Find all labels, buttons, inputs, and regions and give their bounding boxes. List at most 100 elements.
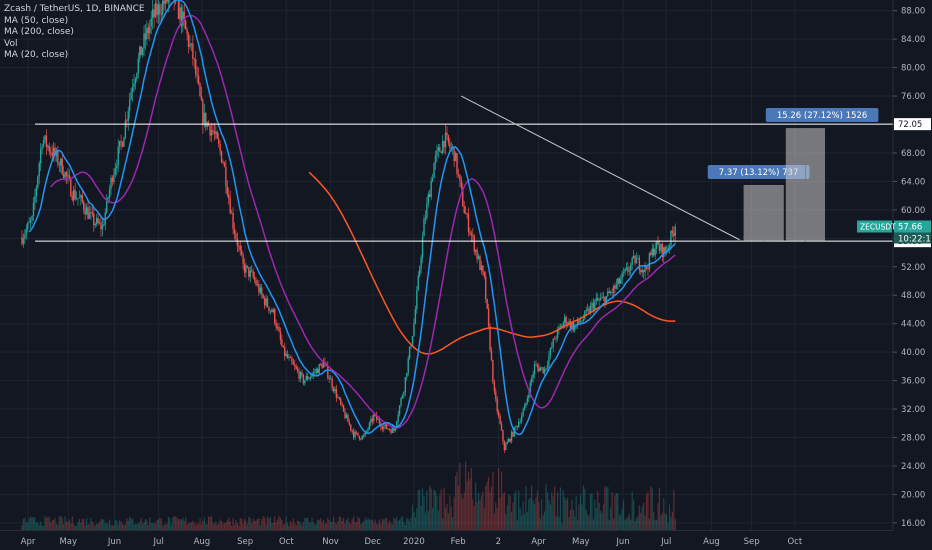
candle-body xyxy=(134,79,137,84)
volume-bar xyxy=(454,475,457,530)
candle-body xyxy=(564,316,566,323)
volume-bar xyxy=(377,523,379,530)
candle-body xyxy=(162,0,164,15)
candle-body xyxy=(487,308,490,326)
volume-bar xyxy=(345,519,348,530)
volume-bar xyxy=(208,516,210,530)
price-scale[interactable] xyxy=(893,0,932,550)
candle-body xyxy=(31,216,33,221)
volume-bar xyxy=(341,521,343,530)
legend-ma50[interactable]: MA (50, close) xyxy=(4,15,69,26)
price-axis[interactable]: 88.0084.0080.0076.0072.0068.0064.0060.00… xyxy=(892,0,932,550)
candle-body xyxy=(541,367,543,369)
candle-body xyxy=(67,175,69,177)
volume-bar xyxy=(344,523,346,530)
volume-bar xyxy=(199,518,201,530)
x-tick-label: Jun xyxy=(615,537,629,547)
volume-bar xyxy=(587,514,589,530)
volume-bar xyxy=(561,523,563,530)
candle-body xyxy=(342,405,345,412)
volume-bar xyxy=(28,518,30,530)
candle-body xyxy=(651,248,653,256)
volume-bar xyxy=(154,523,157,530)
candle-body xyxy=(223,162,226,167)
candle-body xyxy=(576,319,579,326)
y-tick-label: 80.00 xyxy=(901,64,925,74)
volume-bar xyxy=(266,516,269,530)
time-axis[interactable]: Apr May Jun Jul Aug Sep Oct Nov Dec 2020 Feb 2 Apr Ma… xyxy=(0,530,893,548)
candle-body xyxy=(242,254,244,265)
volume-bar xyxy=(667,522,669,530)
candle-body xyxy=(130,91,132,100)
volume-bar xyxy=(142,523,144,530)
volume-bar xyxy=(523,513,526,530)
volume-bar xyxy=(510,512,513,530)
trendline[interactable] xyxy=(460,95,740,241)
volume-bar xyxy=(52,520,55,530)
candle-body xyxy=(235,233,237,239)
volume-bar xyxy=(668,504,671,530)
candle-body xyxy=(515,426,517,428)
candle-body xyxy=(529,382,531,395)
volume-bar xyxy=(638,505,640,530)
volume-bar xyxy=(83,518,85,530)
volume-bar xyxy=(140,517,142,530)
candle-body xyxy=(281,339,283,346)
candle-body xyxy=(93,213,95,226)
volume-bar xyxy=(634,521,636,530)
candle-body xyxy=(365,431,368,432)
candle-body xyxy=(602,296,605,298)
volume-bar xyxy=(437,510,439,530)
volume-bar xyxy=(660,515,662,530)
candle-body xyxy=(499,415,501,424)
y-tick-label: 36.00 xyxy=(901,377,925,387)
volume-bar xyxy=(294,523,296,530)
legend-ma20[interactable]: MA (20, close) xyxy=(4,50,69,60)
candle-body xyxy=(127,110,129,122)
volume-bar xyxy=(630,519,632,530)
legend-symbol[interactable]: Zcash / TetherUS, 1D, BINANCE xyxy=(4,4,145,14)
volume-bar xyxy=(228,517,230,530)
candle-body xyxy=(464,212,467,215)
candle-body xyxy=(497,411,500,416)
volume-bar xyxy=(81,519,83,530)
candle-body xyxy=(163,0,165,4)
volume-bar xyxy=(272,522,274,530)
volume-bar xyxy=(301,525,303,530)
candle-body xyxy=(581,320,583,322)
candle-body xyxy=(139,46,141,59)
volume-bar xyxy=(509,495,511,530)
candle-body xyxy=(261,287,263,295)
x-tick-label: Sep xyxy=(744,537,760,547)
volume-bar xyxy=(488,476,490,530)
candle-body xyxy=(533,364,536,375)
legend-ma200[interactable]: MA (200, close) xyxy=(4,27,74,37)
candle-body xyxy=(190,43,193,45)
volume-bar xyxy=(549,504,551,530)
volume-bar xyxy=(355,522,358,530)
y-tick-label: 60.00 xyxy=(901,206,925,216)
volume-bar xyxy=(321,522,323,530)
volume-bar xyxy=(627,516,629,530)
volume-bar xyxy=(579,493,582,530)
volume-bar xyxy=(546,492,549,530)
volume-bar xyxy=(45,517,48,530)
candle-body xyxy=(58,164,61,166)
candle-body xyxy=(454,153,457,162)
volume-bar xyxy=(526,512,528,530)
volume-bar xyxy=(655,519,658,530)
volume-bar xyxy=(328,520,330,530)
drawing-tools[interactable]: 7.37 (13.12%) 737 15.26 (27.12%) 1526 xyxy=(35,95,893,242)
candle-body xyxy=(200,95,203,101)
legend-vol[interactable]: Vol xyxy=(4,38,18,49)
volume-bar xyxy=(131,518,134,530)
candle-body xyxy=(321,364,323,368)
candle-body xyxy=(601,296,603,299)
volume-bar xyxy=(482,491,484,530)
volume-bar xyxy=(42,525,45,530)
volume-bar xyxy=(622,500,625,530)
volume-bar xyxy=(368,519,371,530)
volume-bar xyxy=(442,518,444,530)
volume-bar xyxy=(67,521,69,530)
